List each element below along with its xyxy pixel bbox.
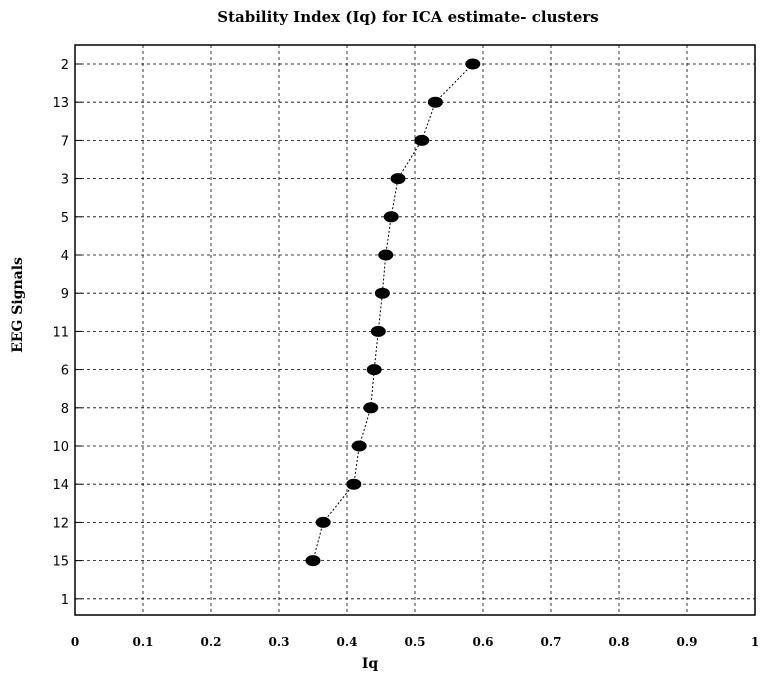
data-point bbox=[366, 364, 382, 376]
data-point bbox=[383, 211, 399, 223]
y-tick-label: 12 bbox=[52, 516, 69, 531]
x-tick-labels: 0 0.1 0.2 0.3 0.4 0.5 0.6 0.7 0.8 0.9 1 bbox=[71, 635, 759, 649]
x-tick-label: 0.3 bbox=[269, 635, 290, 649]
y-tick-label: 5 bbox=[61, 211, 69, 226]
x-tick-label: 0.5 bbox=[405, 635, 426, 649]
x-axis-label: Iq bbox=[362, 656, 379, 672]
plot-frame bbox=[74, 44, 756, 616]
y-tick-label: 11 bbox=[52, 325, 69, 340]
x-tick-label: 1 bbox=[751, 635, 759, 649]
data-point bbox=[414, 134, 430, 146]
data-points bbox=[305, 58, 481, 567]
x-tick-label: 0.6 bbox=[473, 635, 494, 649]
grid bbox=[75, 45, 755, 615]
x-tick-label: 0.7 bbox=[541, 635, 562, 649]
data-point bbox=[390, 173, 406, 185]
y-tick-label: 13 bbox=[52, 96, 69, 111]
y-tick-label: 14 bbox=[52, 478, 69, 493]
data-point bbox=[305, 555, 321, 567]
y-tick-label: 2 bbox=[61, 58, 69, 73]
data-point bbox=[363, 402, 379, 414]
x-tick-label: 0.1 bbox=[133, 635, 154, 649]
x-tick-label: 0.2 bbox=[201, 635, 222, 649]
x-tick-label: 0.8 bbox=[609, 635, 630, 649]
data-point bbox=[346, 478, 362, 490]
y-tick-label: 4 bbox=[61, 249, 69, 264]
y-axis-label: EEG Signals bbox=[10, 257, 26, 353]
y-tick-label: 6 bbox=[61, 364, 69, 379]
data-point bbox=[374, 287, 390, 299]
y-tick-label: 9 bbox=[61, 287, 69, 302]
y-tick-label: 1 bbox=[61, 593, 69, 608]
y-tick-label: 15 bbox=[52, 555, 69, 570]
x-tick-label: 0 bbox=[71, 635, 79, 649]
series-line bbox=[312, 63, 474, 561]
chart-title: Stability Index (Iq) for ICA estimate- c… bbox=[217, 8, 599, 26]
y-tick-label: 7 bbox=[61, 134, 69, 149]
data-point bbox=[370, 325, 386, 337]
y-tick-label: 10 bbox=[52, 440, 69, 455]
data-point bbox=[315, 516, 331, 528]
data-point bbox=[378, 249, 394, 261]
data-point bbox=[465, 58, 481, 70]
x-tick-label: 0.4 bbox=[337, 635, 358, 649]
y-tick-label: 8 bbox=[61, 402, 69, 417]
y-tick-labels: 2 13 7 3 5 4 9 11 6 8 10 14 12 15 1 bbox=[52, 58, 69, 608]
data-point bbox=[427, 96, 443, 108]
data-point bbox=[351, 440, 367, 452]
y-tick-label: 3 bbox=[61, 173, 69, 188]
x-tick-label: 0.9 bbox=[677, 635, 698, 649]
